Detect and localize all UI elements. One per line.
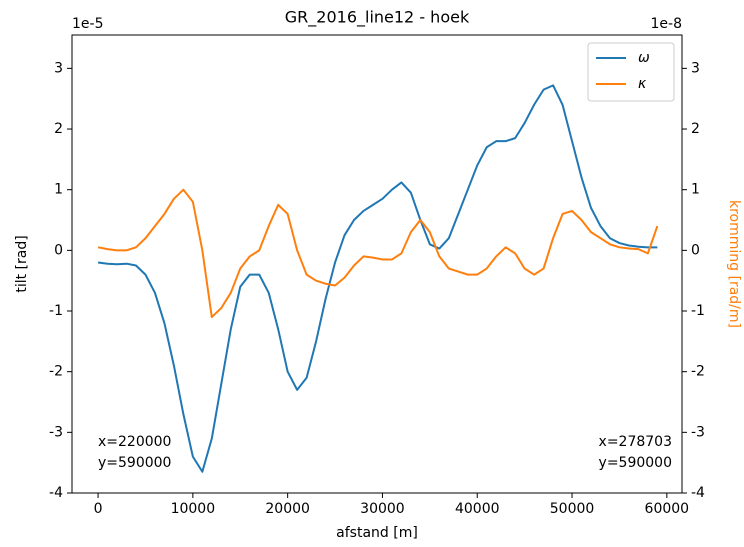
x-tick-label: 50000 [550, 501, 595, 517]
y2-tick-label: -1 [691, 303, 705, 319]
y2-tick-label: 0 [691, 242, 700, 258]
x-tick-label: 20000 [265, 501, 310, 517]
y-tick-label: 0 [54, 242, 63, 258]
plot-frame [71, 34, 683, 494]
y-tick-label: 2 [54, 121, 63, 137]
annotation: x=278703 [599, 434, 672, 450]
x-tick-label: 40000 [455, 501, 500, 517]
annotation: y=590000 [98, 455, 171, 471]
y2-axis-label: kromming [rad/m] [726, 200, 742, 328]
y2-tick-label: -3 [691, 424, 705, 440]
annotation: x=220000 [98, 434, 171, 450]
y2-offset: 1e-8 [651, 16, 682, 32]
y2-tick-label: 3 [691, 60, 700, 76]
y2-tick-label: -2 [691, 364, 705, 380]
y-offset: 1e-5 [72, 16, 103, 32]
y-tick-label: -1 [49, 303, 63, 319]
x-tick-label: 10000 [171, 501, 216, 517]
x-axis-label: afstand [m] [336, 525, 418, 541]
y2-tick-label: -4 [691, 485, 705, 501]
series-line [97, 84, 658, 473]
y2-tick-label: 1 [691, 182, 700, 198]
y-tick-label: -3 [49, 424, 63, 440]
chart-title: GR_2016_line12 - hoek [285, 8, 470, 28]
y-axis-label: tilt [rad] [14, 235, 30, 292]
y-tick-label: -4 [49, 485, 63, 501]
annotation: y=590000 [599, 455, 672, 471]
y-tick-label: 3 [54, 60, 63, 76]
x-tick-label: 0 [94, 501, 103, 517]
legend-label: κ [638, 76, 647, 92]
legend-label: ω [638, 50, 650, 66]
y-tick-label: 1 [54, 182, 63, 198]
series-line [97, 188, 659, 319]
y2-tick-label: 2 [691, 121, 700, 137]
x-tick-label: 30000 [360, 501, 405, 517]
y-tick-label: -2 [49, 364, 63, 380]
legend-box [587, 42, 675, 102]
x-tick-label: 60000 [645, 501, 690, 517]
